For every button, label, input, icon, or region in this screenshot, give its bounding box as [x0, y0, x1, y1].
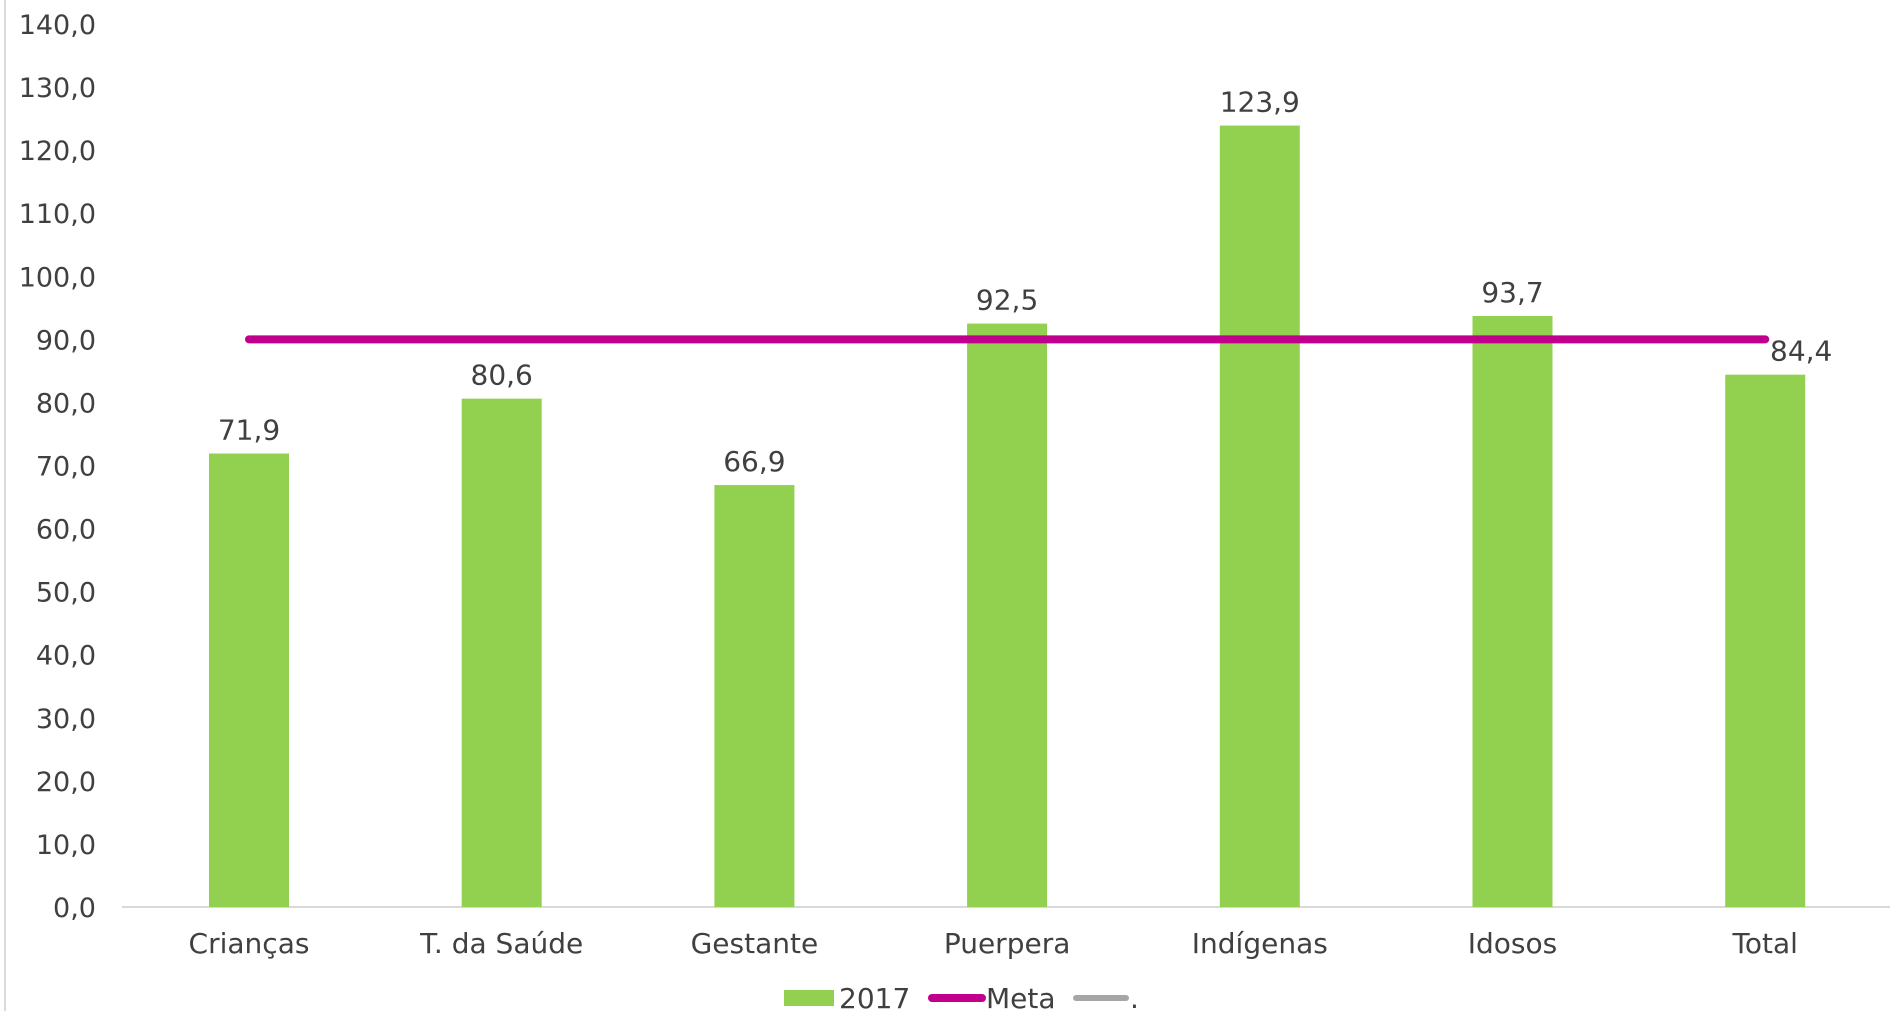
y-tick-label: 0,0	[53, 893, 96, 924]
y-tick-label: 20,0	[36, 767, 96, 798]
x-category-label: Indígenas	[1192, 927, 1328, 960]
legend-label-dot: .	[1130, 982, 1139, 1011]
y-tick-label: 70,0	[36, 452, 96, 483]
y-tick-label: 30,0	[36, 704, 96, 735]
y-tick-label: 100,0	[19, 262, 96, 293]
y-tick-label: 60,0	[36, 515, 96, 546]
data-label: 84,4	[1770, 335, 1832, 368]
data-label: 71,9	[218, 414, 280, 447]
x-category-label: Puerpera	[944, 927, 1071, 960]
legend-label-2017: 2017	[839, 982, 910, 1011]
bar-1	[209, 453, 289, 907]
y-tick-label: 10,0	[36, 830, 96, 861]
y-tick-label: 40,0	[36, 641, 96, 672]
bar-6	[1472, 316, 1553, 907]
y-tick-label: 110,0	[19, 199, 96, 230]
y-tick-label: 120,0	[19, 136, 96, 167]
data-label: 123,9	[1220, 86, 1300, 119]
legend-swatch-2017	[784, 990, 834, 1006]
data-label: 80,6	[471, 359, 533, 392]
y-tick-label: 50,0	[36, 578, 96, 609]
data-label: 93,7	[1481, 276, 1543, 309]
legend-label-meta: Meta	[986, 982, 1056, 1011]
bar-4	[967, 323, 1048, 907]
data-label: 66,9	[723, 445, 785, 478]
y-tick-label: 140,0	[19, 10, 96, 41]
x-category-label: Idosos	[1468, 927, 1557, 960]
data-label: 92,5	[976, 284, 1038, 317]
bar-2	[461, 398, 542, 907]
x-category-label: Gestante	[691, 927, 819, 960]
bar-3	[714, 485, 795, 907]
y-tick-label: 90,0	[36, 325, 96, 356]
y-tick-label: 80,0	[36, 388, 96, 419]
x-category-label: T. da Saúde	[419, 927, 583, 960]
bar-7	[1725, 374, 1806, 908]
y-tick-label: 130,0	[19, 73, 96, 104]
bar-5	[1219, 125, 1300, 908]
x-category-label: Total	[1731, 927, 1797, 960]
x-category-label: Crianças	[189, 927, 310, 960]
